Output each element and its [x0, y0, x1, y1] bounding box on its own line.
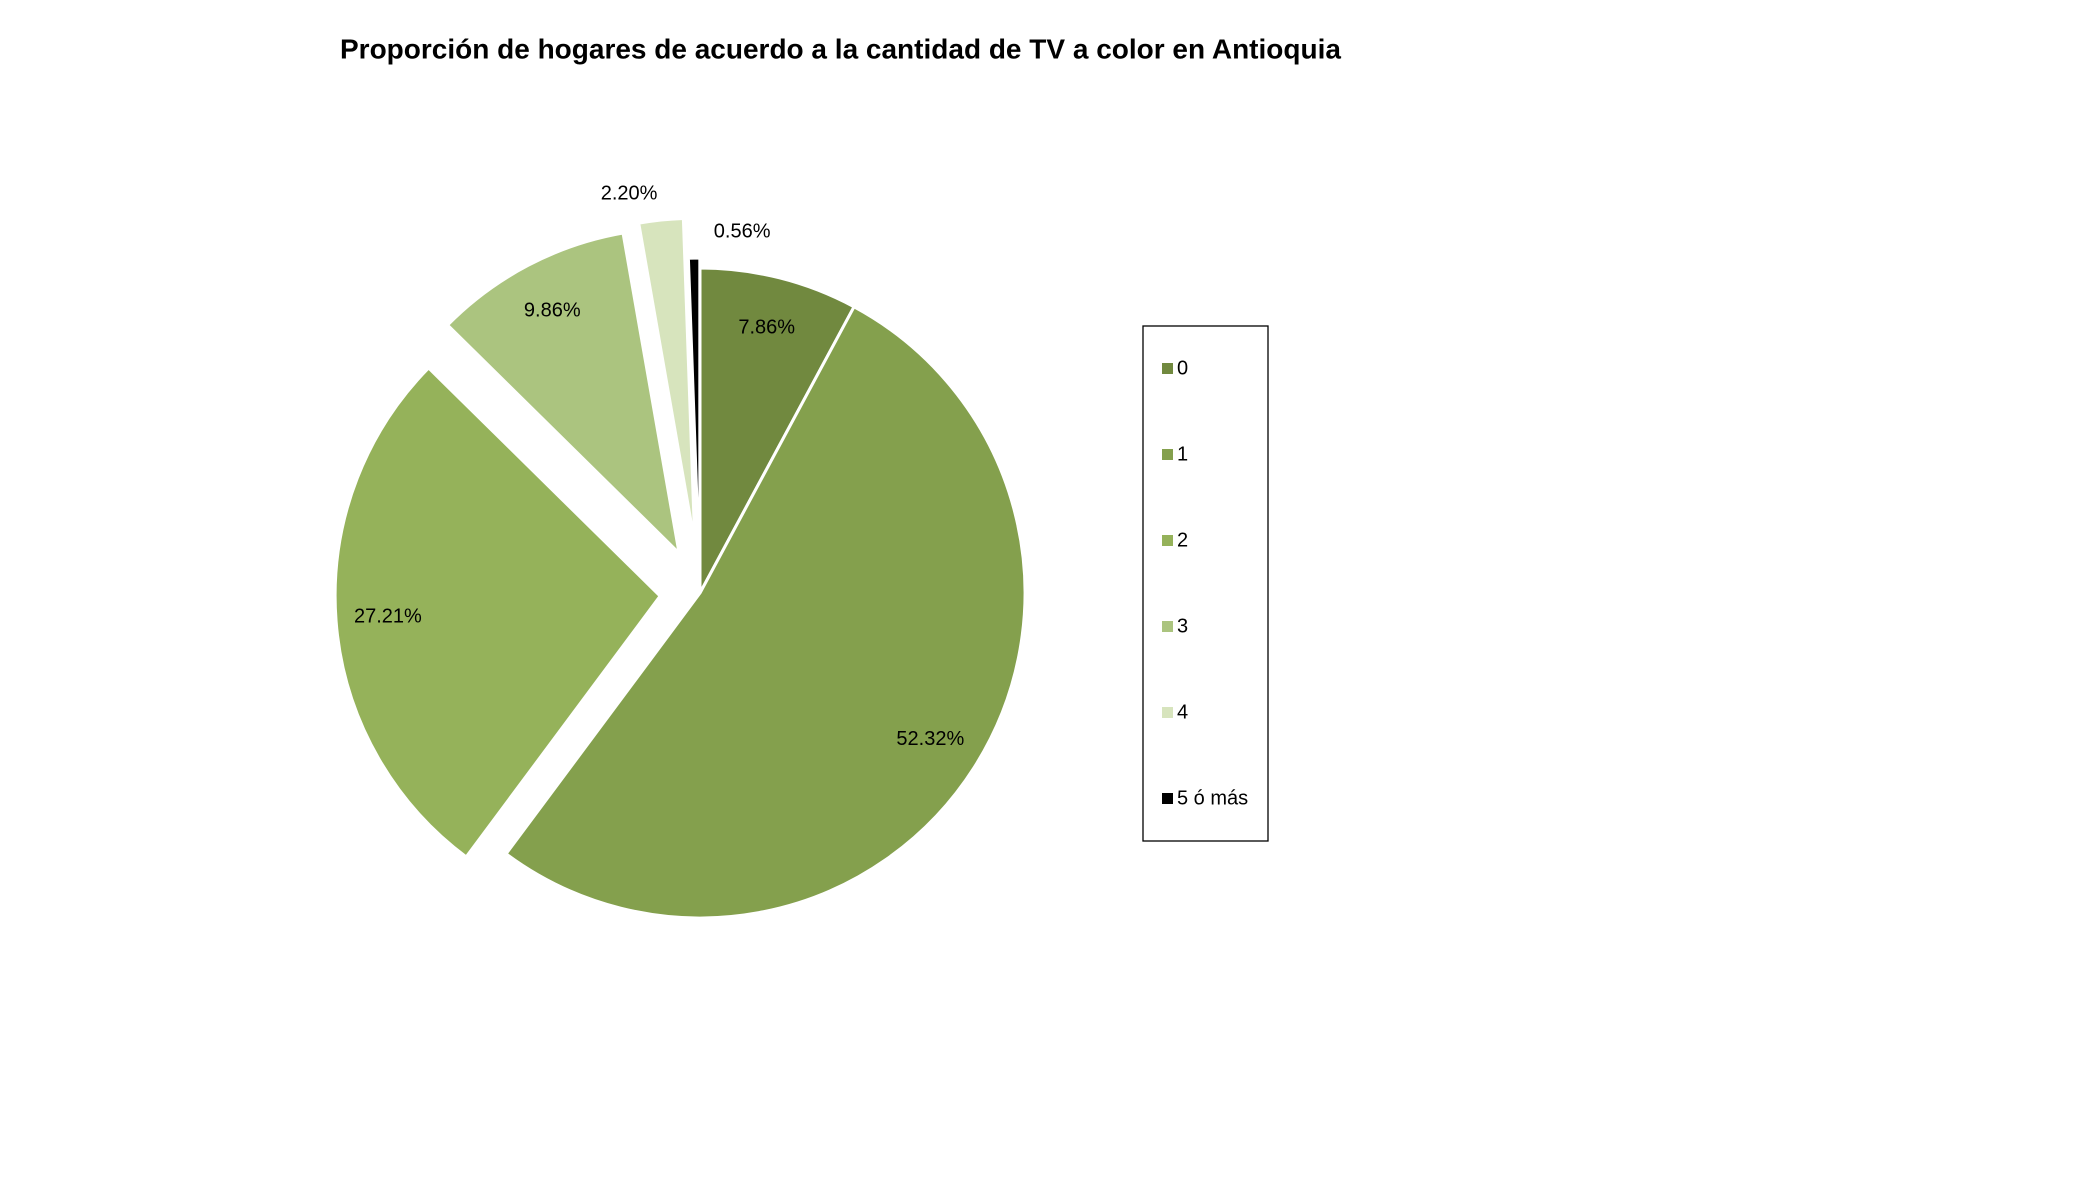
legend-label: 3: [1177, 615, 1188, 637]
pie-slice: [504, 304, 1027, 920]
chart-title: Proporción de hogares de acuerdo a la ca…: [340, 33, 1341, 64]
legend-swatch: [1162, 621, 1173, 632]
pie-slice: [333, 365, 663, 859]
pie-slice: [686, 256, 702, 584]
legend-label: 2: [1177, 529, 1188, 551]
legend-swatch: [1162, 793, 1173, 804]
legend-label: 1: [1177, 443, 1188, 465]
legend-swatch: [1162, 363, 1173, 374]
data-label: 2.20%: [601, 182, 658, 204]
legend-swatch: [1162, 707, 1173, 718]
legend-swatch: [1162, 449, 1173, 460]
legend-label: 5 ó más: [1177, 787, 1248, 809]
data-label: 27.21%: [354, 605, 422, 627]
legend-label: 0: [1177, 357, 1188, 379]
data-label: 52.32%: [896, 728, 964, 750]
legend-label: 4: [1177, 701, 1188, 723]
data-label: 9.86%: [524, 300, 581, 322]
data-label: 7.86%: [738, 317, 795, 339]
pie-slice: [636, 216, 697, 544]
legend-box: [1142, 325, 1269, 842]
pie-slice: [698, 266, 857, 594]
data-label: 0.56%: [714, 220, 771, 242]
pie-slice: [445, 231, 682, 558]
legend-swatch: [1162, 535, 1173, 546]
